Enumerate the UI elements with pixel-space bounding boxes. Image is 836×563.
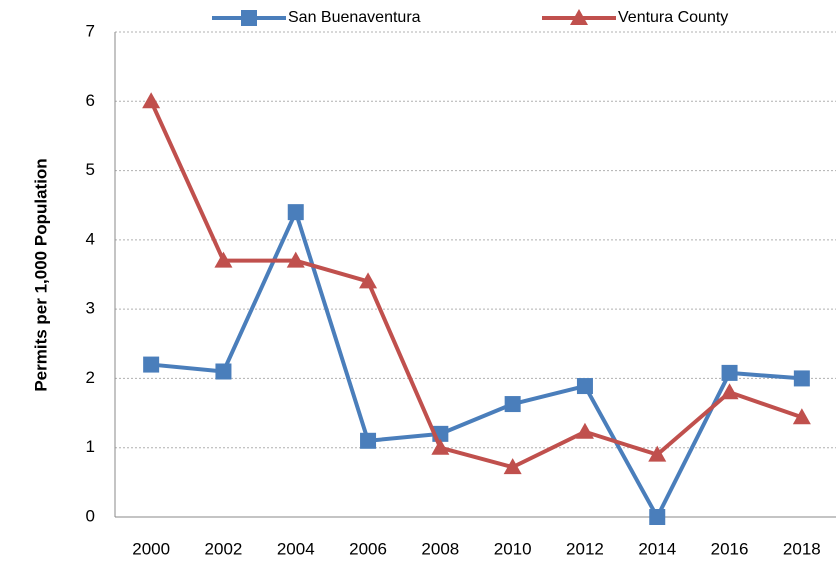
legend-marker <box>570 9 588 25</box>
data-point <box>287 204 304 221</box>
data-point <box>575 422 594 439</box>
data-point <box>504 396 521 413</box>
x-tick-label: 2006 <box>349 539 387 558</box>
data-point <box>576 378 593 395</box>
x-tick-label: 2004 <box>277 539 315 558</box>
x-tick-label: 2010 <box>494 539 532 558</box>
data-point <box>793 370 810 387</box>
x-tick-label: 2016 <box>711 539 749 558</box>
data-point <box>359 272 378 289</box>
data-point <box>721 364 738 381</box>
data-point <box>649 509 666 525</box>
data-point <box>143 356 160 373</box>
series-line <box>149 100 803 470</box>
data-point <box>648 445 667 462</box>
y-tick-label: 3 <box>86 299 95 318</box>
legend-marker <box>241 10 257 26</box>
data-point <box>431 438 450 455</box>
x-tick-label: 2018 <box>783 539 821 558</box>
y-tick-label: 0 <box>86 506 95 525</box>
x-tick-label: 2002 <box>205 539 243 558</box>
data-point <box>792 408 811 425</box>
legend-label: Ventura County <box>618 9 728 26</box>
y-tick-label: 7 <box>86 21 95 40</box>
x-tick-label: 2014 <box>638 539 676 558</box>
y-axis-title: Permits per 1,000 Population <box>31 158 50 391</box>
x-tick-label: 2012 <box>566 539 604 558</box>
y-tick-label: 4 <box>86 229 95 248</box>
series-line <box>150 210 803 519</box>
x-tick-label: 2008 <box>421 539 459 558</box>
y-tick-label: 6 <box>86 91 95 110</box>
data-point <box>215 363 232 380</box>
y-tick-label: 2 <box>86 368 95 387</box>
x-tick-label: 2000 <box>132 539 170 558</box>
data-point <box>503 458 522 475</box>
data-point <box>142 92 161 109</box>
data-point <box>214 251 233 268</box>
legend-label: San Buenaventura <box>288 9 421 26</box>
y-tick-label: 1 <box>86 437 95 456</box>
data-point <box>286 251 305 268</box>
data-point <box>360 432 377 449</box>
data-point <box>720 383 739 400</box>
y-tick-label: 5 <box>86 160 95 179</box>
